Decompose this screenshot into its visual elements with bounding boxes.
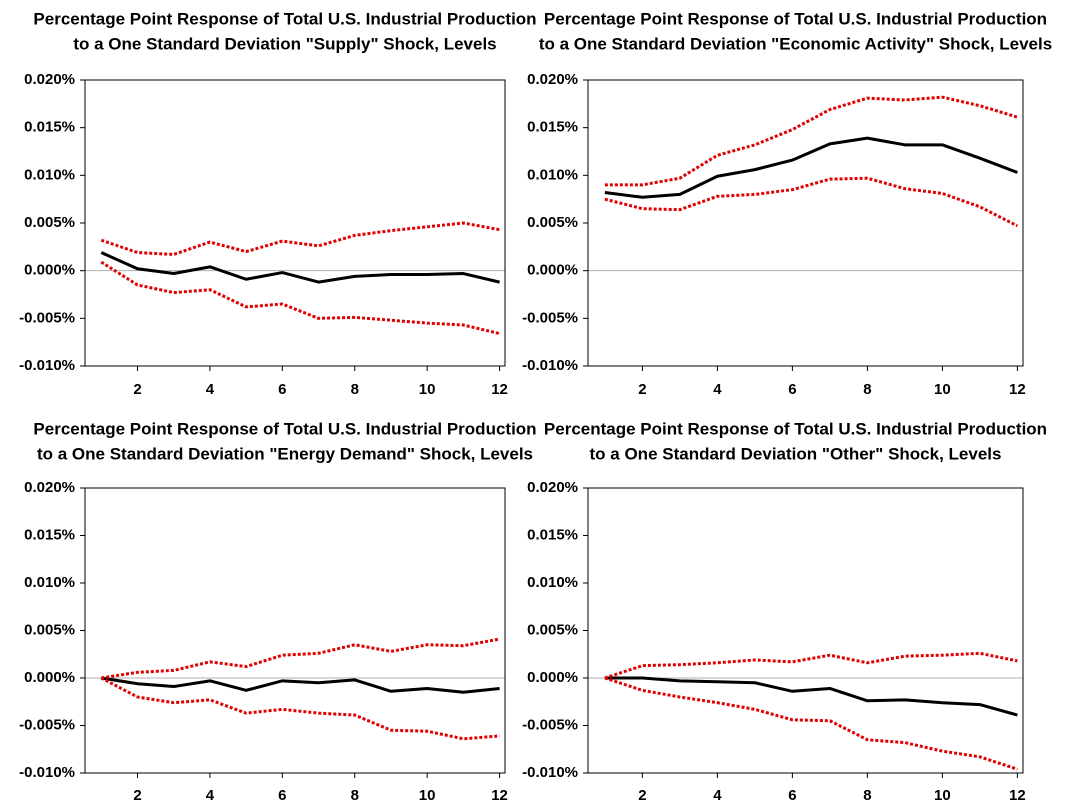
x-tick-label: 6	[788, 787, 796, 803]
y-tick-label: 0.015%	[527, 526, 578, 543]
y-tick-label: 0.010%	[527, 166, 578, 183]
series-line	[604, 651, 1018, 680]
x-tick-label: 8	[863, 381, 871, 398]
x-tick-label: 6	[278, 381, 286, 398]
y-tick-label: -0.010%	[19, 357, 75, 374]
y-tick-label: -0.010%	[522, 357, 578, 374]
x-tick-label: 10	[419, 787, 436, 803]
y-tick-label: 0.000%	[24, 262, 75, 279]
x-tick-label: 6	[788, 381, 796, 398]
y-tick-label: 0.015%	[527, 119, 578, 136]
y-tick-label: 0.005%	[527, 621, 578, 638]
chart-title: to a One Standard Deviation "Supply" Sho…	[73, 34, 496, 53]
y-tick-label: 0.010%	[24, 574, 75, 591]
chart-title: Percentage Point Response of Total U.S. …	[544, 419, 1047, 438]
x-tick-label: 2	[133, 381, 141, 398]
y-tick-label: -0.005%	[522, 309, 578, 326]
y-tick-label: 0.020%	[527, 71, 578, 88]
series-line	[604, 176, 1019, 228]
y-tick-label: 0.000%	[527, 669, 578, 686]
plot-frame	[84, 79, 506, 367]
y-tick-label: 0.000%	[24, 669, 75, 686]
y-tick-label: 0.005%	[24, 214, 75, 231]
x-tick-label: 4	[713, 381, 722, 398]
y-tick-label: 0.010%	[527, 574, 578, 591]
chart-title: Percentage Point Response of Total U.S. …	[33, 419, 536, 438]
plot-frame	[587, 487, 1024, 774]
x-tick-label: 4	[713, 787, 722, 803]
y-tick-label: 0.015%	[24, 119, 75, 136]
x-tick-label: 8	[351, 381, 359, 398]
y-tick-label: 0.015%	[24, 526, 75, 543]
y-tick-label: -0.010%	[19, 764, 75, 781]
series-line	[100, 251, 500, 284]
x-tick-label: 6	[278, 787, 286, 803]
x-tick-label: 4	[206, 787, 215, 803]
x-tick-label: 10	[934, 381, 951, 398]
x-tick-label: 12	[491, 787, 508, 803]
y-tick-label: 0.010%	[24, 166, 75, 183]
series-line	[604, 136, 1018, 199]
chart-title: Percentage Point Response of Total U.S. …	[33, 9, 536, 28]
y-tick-label: 0.020%	[24, 71, 75, 88]
chart-title: to a One Standard Deviation "Energy Dema…	[37, 444, 533, 463]
y-tick-label: -0.010%	[522, 764, 578, 781]
chart-title: to a One Standard Deviation "Other" Shoc…	[590, 444, 1002, 463]
x-tick-label: 12	[491, 381, 508, 398]
y-tick-label: 0.005%	[527, 214, 578, 231]
series-line	[604, 676, 1018, 717]
x-tick-label: 12	[1009, 787, 1026, 803]
y-tick-label: 0.005%	[24, 621, 75, 638]
x-tick-label: 4	[206, 381, 215, 398]
y-tick-label: -0.005%	[19, 309, 75, 326]
series-line	[101, 637, 500, 680]
series-line	[604, 676, 1018, 771]
series-line	[100, 260, 500, 336]
y-tick-label: 0.020%	[24, 479, 75, 496]
y-tick-label: 0.020%	[527, 479, 578, 496]
series-line	[100, 221, 500, 256]
y-tick-label: -0.005%	[19, 716, 75, 733]
y-tick-label: 0.000%	[527, 262, 578, 279]
x-tick-label: 2	[638, 787, 646, 803]
x-tick-label: 8	[351, 787, 359, 803]
x-tick-label: 12	[1009, 381, 1026, 398]
chart-title: to a One Standard Deviation "Economic Ac…	[539, 34, 1052, 53]
y-tick-label: -0.005%	[522, 716, 578, 733]
x-tick-label: 2	[133, 787, 141, 803]
x-tick-label: 2	[638, 381, 646, 398]
chart-title: Percentage Point Response of Total U.S. …	[544, 9, 1047, 28]
plot-frame	[587, 79, 1024, 367]
series-line	[604, 95, 1018, 187]
series-line	[101, 676, 500, 694]
plot-frame	[84, 487, 506, 774]
x-tick-label: 10	[934, 787, 951, 803]
x-tick-label: 10	[419, 381, 436, 398]
x-tick-label: 8	[863, 787, 871, 803]
series-line	[100, 676, 500, 741]
